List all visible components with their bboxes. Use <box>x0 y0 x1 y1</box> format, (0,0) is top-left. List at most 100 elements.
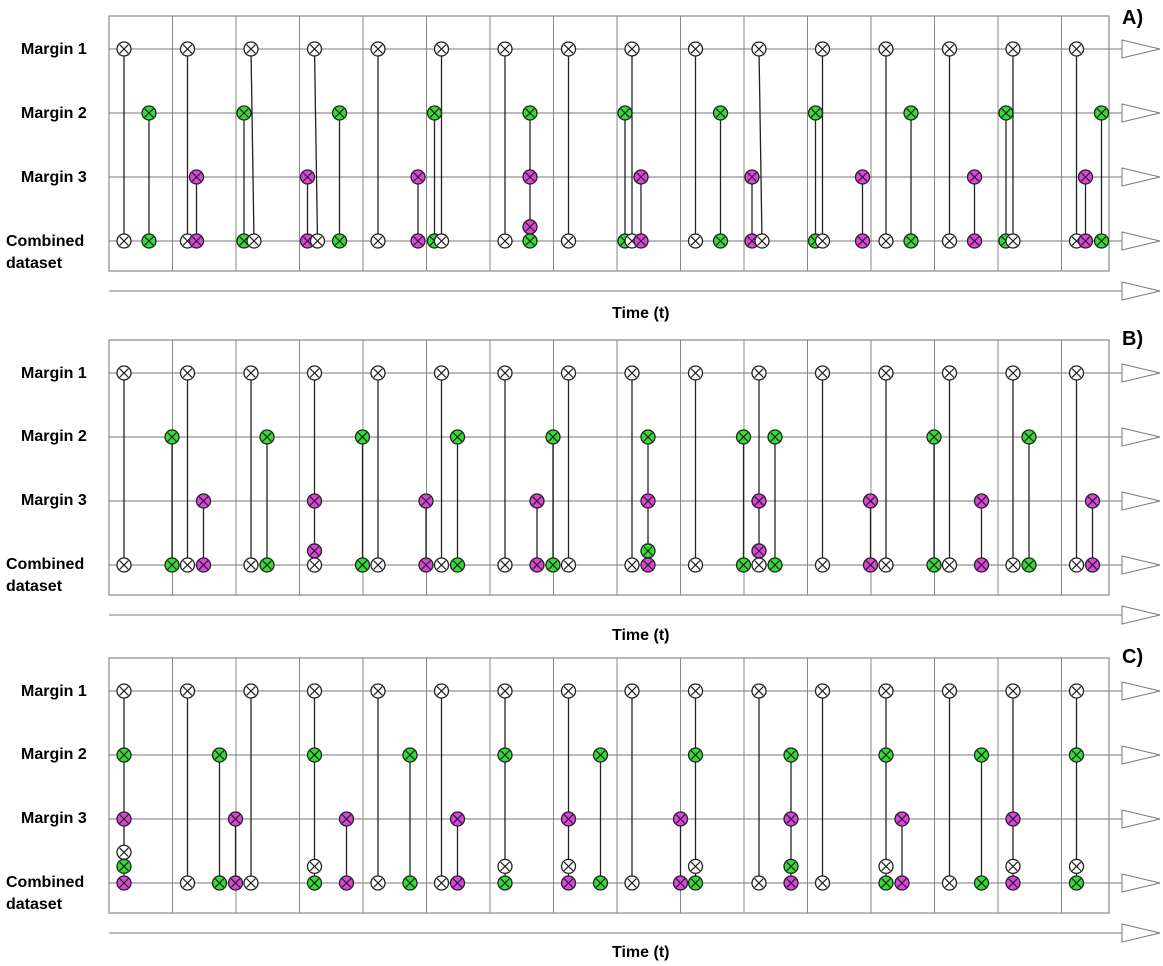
event-marker <box>1005 365 1021 381</box>
event-marker <box>529 493 545 509</box>
combined-marker <box>903 233 919 249</box>
event-marker <box>116 365 132 381</box>
event-marker <box>814 683 831 699</box>
event-marker <box>116 683 132 699</box>
event-marker <box>1005 858 1021 875</box>
event-marker <box>973 747 990 763</box>
combined-marker <box>862 557 879 573</box>
event-marker <box>338 811 355 827</box>
event-marker <box>449 429 466 445</box>
combined-marker <box>449 557 466 573</box>
event-marker <box>783 811 799 827</box>
event-marker <box>306 683 323 699</box>
event-marker <box>751 365 767 381</box>
event-marker <box>243 683 259 699</box>
event-marker <box>1005 683 1021 699</box>
event-marker <box>624 683 640 699</box>
combined-marker <box>497 875 513 891</box>
event-marker <box>497 41 513 57</box>
combined-marker <box>814 557 831 573</box>
panel-frame <box>108 657 1110 914</box>
panel-c-letter: C) <box>1122 646 1143 668</box>
combined-marker <box>973 557 990 573</box>
labels-layer: A) Margin 1 Margin 2 Margin 3 Combined d… <box>6 7 1143 961</box>
event-marker <box>306 858 323 875</box>
panel-a-margin1-label: Margin 1 <box>21 41 87 58</box>
combined-marker <box>545 557 561 573</box>
event-marker <box>497 365 513 381</box>
event-marker <box>1068 41 1085 57</box>
combined-marker <box>211 875 228 891</box>
panel-a-dataset-label: dataset <box>6 255 63 272</box>
combined-marker <box>1084 557 1101 573</box>
event-marker <box>370 683 386 699</box>
event-marker <box>116 747 132 763</box>
event-marker <box>941 683 958 699</box>
combined-marker <box>878 233 894 249</box>
event-marker <box>894 811 910 827</box>
combined-marker <box>926 557 942 573</box>
event-marker <box>306 41 323 57</box>
combined-marker <box>1093 233 1110 249</box>
event-marker <box>617 105 633 121</box>
event-marker <box>854 169 871 185</box>
event-marker <box>116 41 132 57</box>
event-marker <box>560 811 577 827</box>
event-marker <box>966 169 983 185</box>
panel-b-margin1-label: Margin 1 <box>21 365 87 382</box>
event-marker <box>116 811 132 827</box>
event-marker <box>410 169 426 185</box>
event-marker <box>783 858 799 875</box>
event-marker <box>522 105 538 121</box>
panel-b-margin3-label: Margin 3 <box>21 492 87 509</box>
panels-layer <box>108 15 1161 943</box>
combined-marker <box>672 875 689 891</box>
combined-marker <box>410 233 426 249</box>
event-marker <box>640 429 656 445</box>
event-marker <box>306 747 323 763</box>
event-marker <box>941 41 958 57</box>
row-arrow-icon <box>1121 745 1161 765</box>
event-link <box>313 48 319 242</box>
combined-marker <box>640 557 656 573</box>
event-marker <box>814 365 831 381</box>
combined-marker <box>687 233 704 249</box>
combined-marker <box>227 875 244 891</box>
combined-marker <box>941 557 958 573</box>
combined-marker <box>814 875 831 891</box>
event-marker <box>1084 493 1101 509</box>
panel-b-dataset-label: dataset <box>6 578 63 595</box>
event-marker <box>433 683 450 699</box>
event-marker <box>236 105 252 121</box>
combined-marker <box>188 233 205 249</box>
event-marker <box>227 811 244 827</box>
event-marker <box>433 41 450 57</box>
event-marker <box>814 41 831 57</box>
event-marker <box>1068 683 1085 699</box>
time-arrow-icon <box>1121 923 1161 943</box>
panel-c-time-label: Time (t) <box>612 944 669 961</box>
event-marker <box>998 105 1014 121</box>
event-marker <box>640 493 656 509</box>
combined-marker <box>560 233 577 249</box>
event-marker <box>211 747 228 763</box>
combined-marker <box>497 557 513 573</box>
combined-marker <box>164 557 180 573</box>
panel-a-time-label: Time (t) <box>612 305 669 322</box>
event-marker <box>592 747 609 763</box>
event-marker <box>259 429 275 445</box>
panel-a-margin3-label: Margin 3 <box>21 169 87 186</box>
event-marker <box>624 41 640 57</box>
event-marker <box>687 747 704 763</box>
panel-c-margin2-label: Margin 2 <box>21 746 87 763</box>
event-marker <box>1005 811 1021 827</box>
combined-marker <box>497 233 513 249</box>
event-marker <box>1093 105 1110 121</box>
event-marker <box>1068 858 1085 875</box>
combined-marker <box>592 875 609 891</box>
combined-marker <box>560 875 577 891</box>
combined-marker <box>246 233 262 249</box>
panel-a-combined-label: Combined <box>6 233 84 250</box>
event-marker <box>306 365 323 381</box>
combined-marker <box>402 875 418 891</box>
